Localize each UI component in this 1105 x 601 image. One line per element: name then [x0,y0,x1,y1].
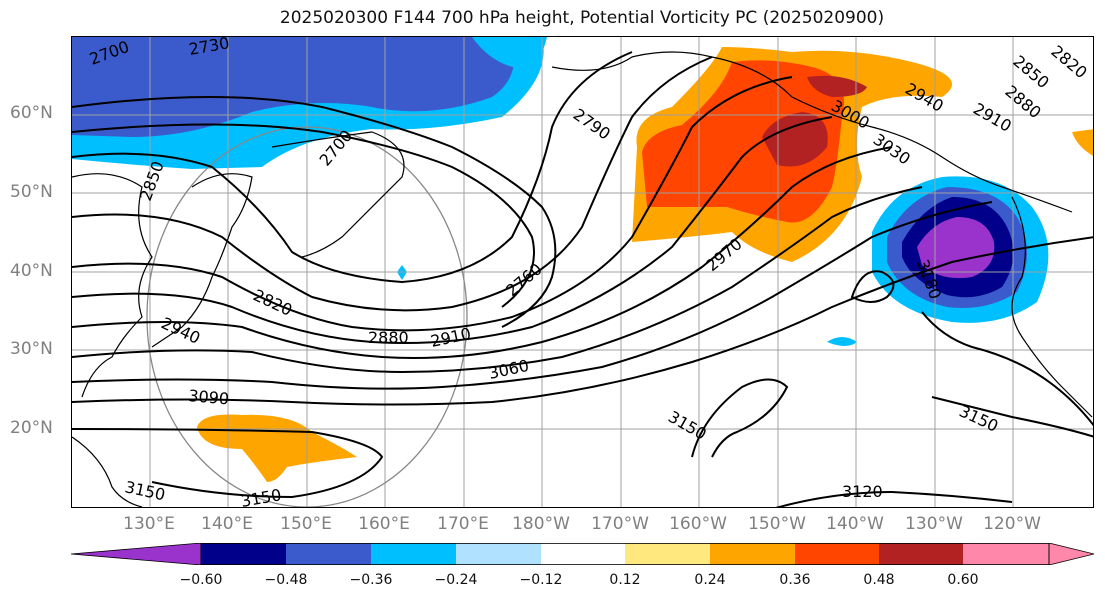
pv-negative-light-patch [472,37,547,69]
colorbar-segment [710,543,795,565]
lon-label: 130°E [123,514,175,534]
lon-label: 170°W [591,514,649,534]
colorbar-tick: −0.12 [519,572,563,588]
colorbar-tick: 0.60 [947,572,979,588]
pv-positive-strong-region-2 [807,75,867,97]
colorbar-segment [541,543,625,565]
colorbar-tick: 0.48 [863,572,895,588]
contour-label: 2790 [570,105,614,144]
pv-positive-edge-patch [1072,129,1093,156]
lat-label: 60°N [10,103,53,123]
contour-label: 3150 [665,407,710,444]
colorbar-tick: 0.24 [694,572,726,588]
colorbar-tick: −0.48 [264,572,308,588]
colorbar-tick: −0.60 [179,572,223,588]
map-canvas: 2700 2730 2790 2700 2850 2760 2970 3000 … [72,37,1093,508]
lon-label: 170°E [437,514,489,534]
colorbar-segment [71,543,202,565]
lon-label: 180°W [512,514,570,534]
contour-label: 3150 [239,485,282,508]
contour-label: 3120 [842,482,883,501]
chart-title: 2025020300 F144 700 hPa height, Potentia… [279,8,885,28]
colorbar-segment [286,543,371,565]
contour-label: 3150 [956,401,1001,435]
lon-label: 160°E [358,514,410,534]
colorbar-segment [963,543,1049,565]
contour-label: 2730 [187,37,230,59]
contour-label: 2850 [136,159,168,204]
contour-label: 3030 [870,130,914,169]
lon-label: 130°W [905,514,963,534]
colorbar [71,543,1094,565]
lat-label: 40°N [10,261,53,281]
colorbar-segment [795,543,879,565]
lat-label: 50°N [10,182,53,202]
lon-label: 150°E [280,514,332,534]
contour-label: 2910 [970,99,1015,136]
colorbar-tick: −0.24 [434,572,478,588]
lon-label: 160°W [669,514,727,534]
range-circle [146,126,468,507]
contour-label: 2940 [158,313,203,347]
pv-negative-strong-region [72,37,515,137]
pv-negative-blob-core [917,217,995,279]
lon-label: 140°E [201,514,253,534]
pv-negative-small-patch [827,337,857,346]
lat-label: 20°N [10,418,53,438]
contour-label: 2820 [250,285,295,319]
colorbar-segment [456,543,541,565]
colorbar-segment [201,543,286,565]
lon-label: 150°W [748,514,806,534]
lon-label: 120°W [983,514,1041,534]
pv-positive-mid-region [642,60,844,223]
colorbar-tick: −0.36 [349,572,393,588]
contour-label: 3150 [123,477,167,504]
pv-positive-sw-region [197,414,357,482]
colorbar-segment [625,543,710,565]
contour-label: 2820 [1047,42,1090,83]
contour-label: 2880 [368,328,409,347]
colorbar-tick: 0.12 [609,572,641,588]
lat-label: 30°N [10,339,53,359]
lon-label: 140°W [826,514,884,534]
colorbar-segment [1048,543,1094,565]
contour-label: 2910 [429,324,473,351]
coastlines [72,51,1093,507]
contour-label: 2760 [502,259,545,300]
map-panel: 2700 2730 2790 2700 2850 2760 2970 3000 … [71,36,1094,508]
colorbar-tick: 0.36 [779,572,811,588]
height-contours [72,51,1093,507]
contour-label: 3090 [188,386,230,408]
colorbar-segment [879,543,963,565]
colorbar-segment [371,543,456,565]
contour-label: 2970 [702,234,745,275]
